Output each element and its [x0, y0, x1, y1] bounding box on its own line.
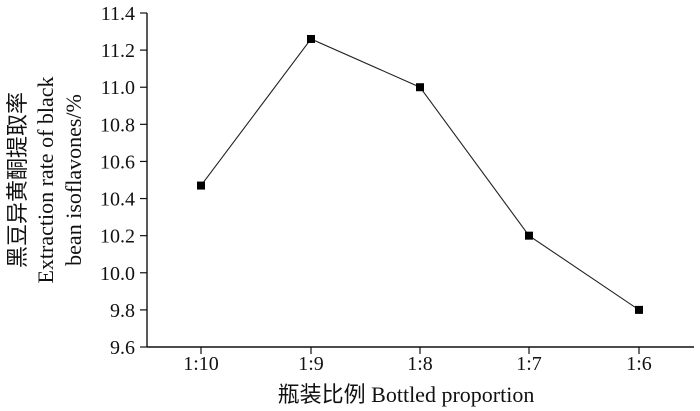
- y-axis-label-line-3: bean isoflavones/%: [61, 94, 86, 266]
- y-tick-label: 10.0: [100, 263, 135, 285]
- y-axis-label-line-2: Extraction rate of black: [33, 76, 58, 283]
- x-tick-label: 1:6: [626, 353, 652, 375]
- y-tick-label: 11.0: [101, 77, 135, 99]
- y-tick-label: 10.4: [100, 189, 135, 211]
- data-point-marker: [416, 83, 424, 92]
- y-tick-label: 10.2: [100, 226, 135, 248]
- y-tick-label: 9.8: [110, 300, 135, 322]
- x-tick-label: 1:9: [298, 353, 324, 375]
- data-point-marker: [197, 181, 205, 190]
- y-tick-label: 10.6: [100, 151, 135, 173]
- y-tick-label: 11.2: [101, 40, 135, 62]
- y-tick-label: 9.6: [110, 337, 135, 359]
- y-tick-label: 10.8: [100, 114, 135, 136]
- data-point-marker: [635, 305, 643, 314]
- x-tick-label: 1:10: [183, 353, 219, 375]
- data-point-marker: [307, 34, 315, 43]
- axes: [146, 13, 694, 348]
- y-axis-ticks: 9.6 9.8 10.0 10.2 10.4 10.6 10.8 11.0 11.2 11.4: [100, 3, 147, 359]
- x-tick-label: 1:7: [516, 353, 542, 375]
- series-line: [200, 38, 640, 311]
- data-point-marker: [525, 231, 533, 240]
- x-axis-ticks: 1:10 1:9 1:8 1:7 1:6: [183, 347, 652, 375]
- x-axis-label: 瓶装比例 Bottled proportion: [278, 382, 535, 407]
- series-group: [197, 34, 643, 314]
- y-axis-label: 黑豆异黄酮提取率 Extraction rate of black bean i…: [5, 76, 86, 283]
- y-tick-label: 11.4: [101, 3, 135, 25]
- y-axis-label-line-1: 黑豆异黄酮提取率: [5, 92, 30, 268]
- x-tick-label: 1:8: [407, 353, 433, 375]
